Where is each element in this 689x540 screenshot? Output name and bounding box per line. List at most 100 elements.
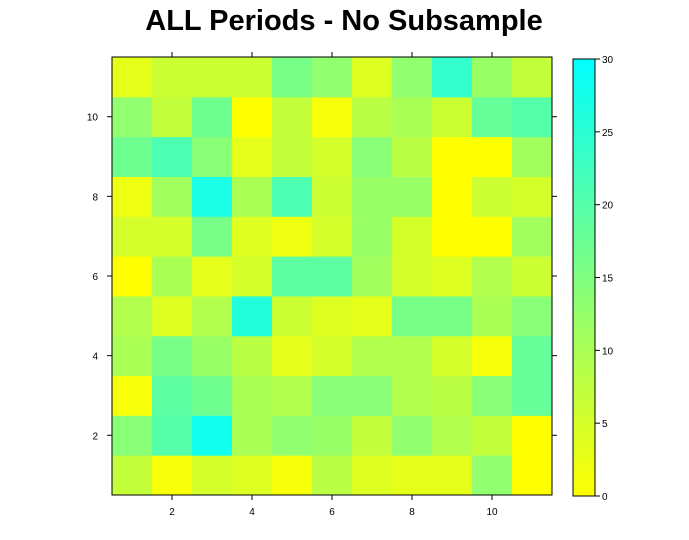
colorbar-tick-label: 0 (602, 492, 608, 503)
heatmap-cell (392, 216, 433, 257)
heatmap-cell (472, 335, 513, 377)
heatmap-cell (112, 216, 153, 257)
heatmap-cell (232, 295, 273, 337)
heatmap-cell (192, 256, 233, 297)
heatmap-cell (472, 216, 513, 257)
heatmap-cell (192, 136, 233, 177)
heatmap-cell (352, 176, 393, 217)
heatmap-cell (152, 216, 193, 257)
heatmap-cell (432, 216, 473, 257)
heatmap-cell (192, 455, 233, 496)
heatmap-cell (272, 136, 313, 177)
heatmap-cell (432, 455, 473, 496)
heatmap-cell (112, 415, 153, 456)
heatmap-cell (112, 455, 153, 496)
heatmap-cell (432, 136, 473, 177)
heatmap-cell (272, 57, 313, 98)
heatmap-cell (352, 57, 393, 98)
heatmap-cell (112, 335, 153, 377)
heatmap-cell (392, 176, 433, 217)
y-tick-label: 8 (92, 192, 98, 203)
heatmap-cell (392, 256, 433, 297)
heatmap-cell (192, 415, 233, 456)
heatmap-cell (472, 136, 513, 177)
heatmap-cell (512, 216, 553, 257)
heatmap-cell (152, 375, 193, 416)
heatmap-cell (112, 57, 153, 98)
heatmap-cell (352, 335, 393, 377)
heatmap-cell (472, 295, 513, 337)
heatmap-cell (192, 216, 233, 257)
heatmap-cell (352, 216, 393, 257)
heatmap-cell (232, 96, 273, 138)
heatmap-cell (192, 57, 233, 98)
heatmap-cell (272, 455, 313, 496)
heatmap-cell (112, 136, 153, 177)
heatmap-cell (112, 295, 153, 337)
y-axis: 2 4 6 8 10 (87, 113, 557, 442)
heatmap-cell (152, 136, 193, 177)
heatmap-cell (392, 375, 433, 416)
x-tick-label: 8 (409, 507, 415, 518)
heatmap-cell (352, 295, 393, 337)
y-tick-label: 2 (92, 431, 98, 442)
heatmap-cell (472, 415, 513, 456)
colorbar-tick-label: 15 (602, 274, 614, 285)
chart-title: ALL Periods - No Subsample (145, 5, 542, 37)
y-tick-label: 4 (92, 352, 98, 363)
heatmap-cell (512, 256, 553, 297)
heatmap-cell (272, 415, 313, 456)
heatmap-cell (472, 57, 513, 98)
heatmap-cell (512, 415, 553, 456)
heatmap-cell (232, 136, 273, 177)
heatmap-cell (512, 335, 553, 377)
heatmap-cell (392, 335, 433, 377)
heatmap-cell (312, 136, 353, 177)
heatmap-cell (112, 256, 153, 297)
heatmap-cell (152, 335, 193, 377)
heatmap-cell (192, 295, 233, 337)
heatmap-cell (312, 295, 353, 337)
heatmap-cell (352, 415, 393, 456)
heatmap-cell (272, 96, 313, 138)
heatmap-cell (392, 295, 433, 337)
heatmap-cell (512, 455, 553, 496)
heatmap-cell (152, 295, 193, 337)
heatmap-cell (472, 375, 513, 416)
heatmap-cell (512, 96, 553, 138)
heatmap-cell (112, 375, 153, 416)
heatmap-cell (232, 375, 273, 416)
heatmap-cell (232, 455, 273, 496)
x-tick-label: 10 (486, 507, 498, 518)
heatmap-cell (112, 96, 153, 138)
heatmap-cell (432, 375, 473, 416)
heatmap-cell (272, 176, 313, 217)
heatmap-cell (152, 256, 193, 297)
heatmap-cell (512, 375, 553, 416)
heatmap-cell (152, 96, 193, 138)
heatmap-cell (472, 96, 513, 138)
heatmap-cell (232, 335, 273, 377)
heatmap-cell (272, 295, 313, 337)
heatmap-cell (432, 176, 473, 217)
colorbar-tick-label: 10 (602, 346, 614, 357)
heatmap-cells (112, 57, 553, 496)
x-tick-label: 4 (249, 507, 255, 518)
heatmap-cell (352, 455, 393, 496)
heatmap-cell (432, 57, 473, 98)
heatmap-cell (152, 176, 193, 217)
heatmap-cell (312, 375, 353, 416)
heatmap-cell (312, 57, 353, 98)
heatmap-cell (192, 176, 233, 217)
heatmap-cell (272, 216, 313, 257)
heatmap-cell (312, 415, 353, 456)
heatmap-cell (192, 375, 233, 416)
heatmap-cell (232, 216, 273, 257)
heatmap-cell (352, 256, 393, 297)
x-tick-label: 6 (329, 507, 335, 518)
heatmap-cell (392, 455, 433, 496)
heatmap-cell (312, 176, 353, 217)
heatmap-cell (272, 375, 313, 416)
heatmap-cell (272, 335, 313, 377)
heatmap-cell (512, 295, 553, 337)
